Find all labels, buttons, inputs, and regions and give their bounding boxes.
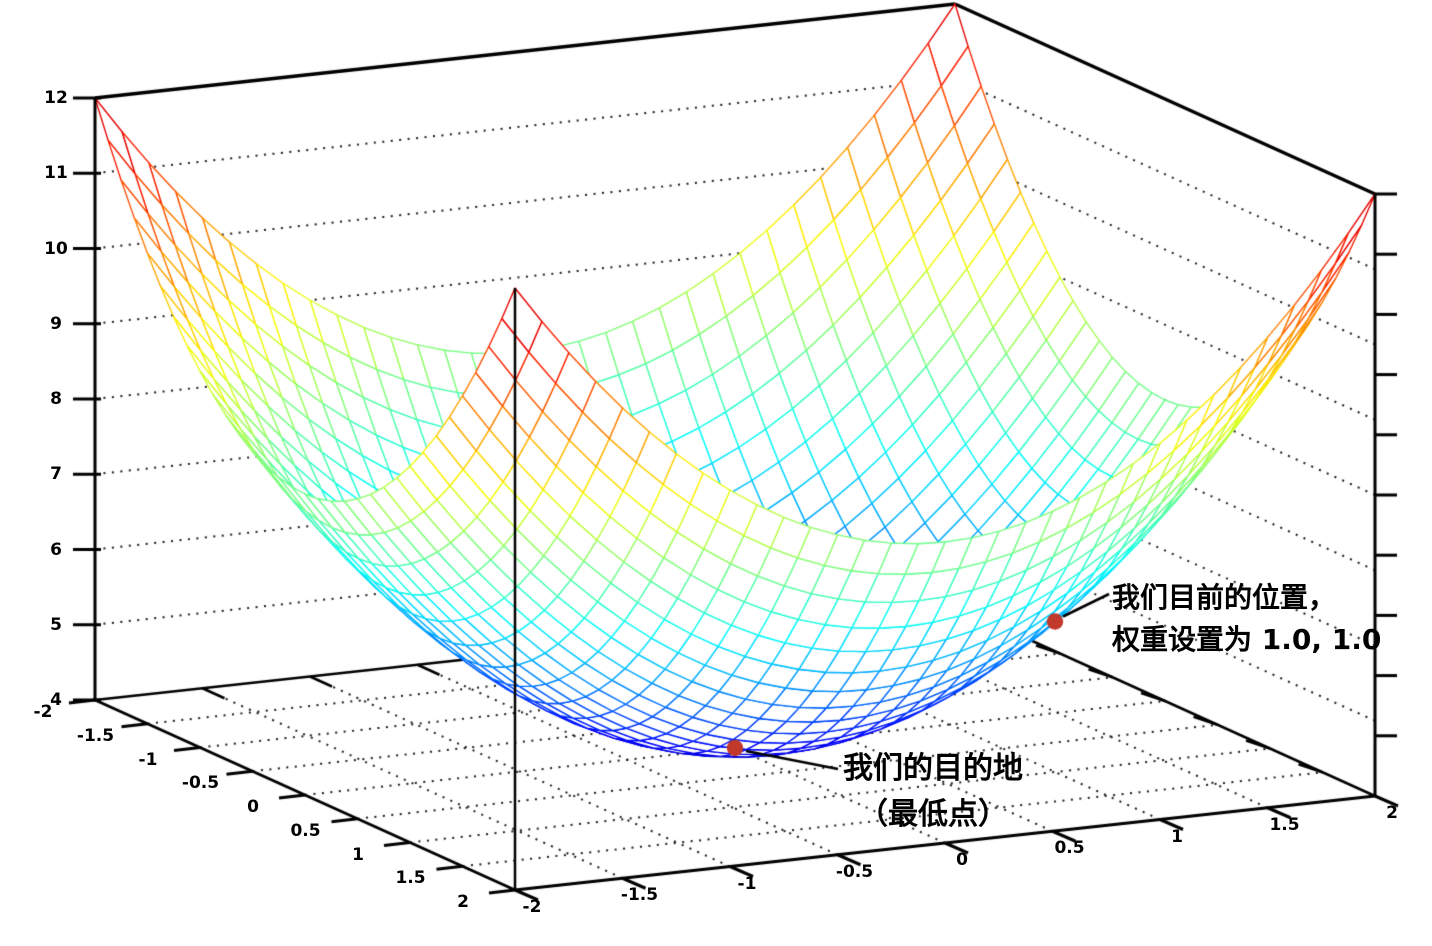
3d-surface-chart: 4 5 6 7 8 9 10 11 12 -2 -1.5 -1 -0.5 0 0.5 1 1.5 2 -2 -1.5-…: [0, 0, 1432, 946]
surface-plot-canvas: [0, 0, 1432, 946]
